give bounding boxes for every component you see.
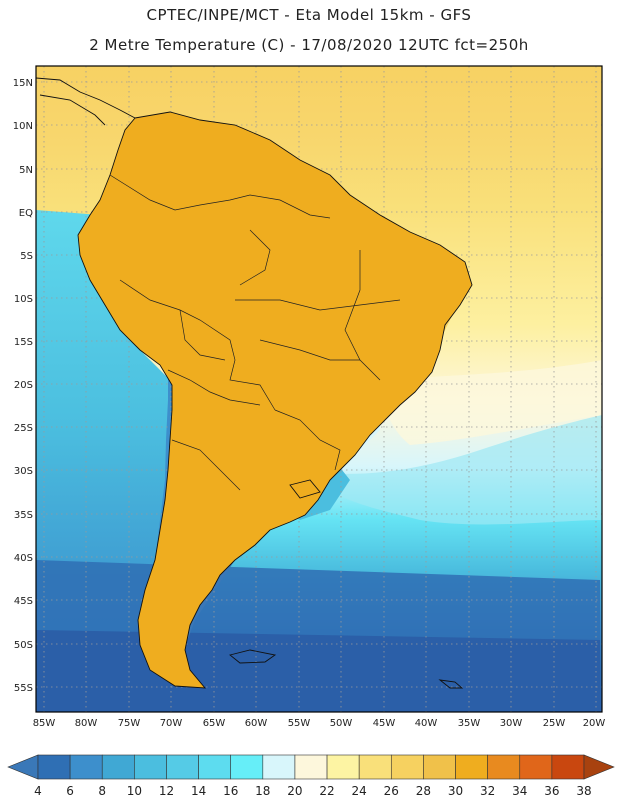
colorbar-box [166, 754, 199, 780]
lat-label: 30S [14, 466, 33, 477]
lat-label: 35S [14, 510, 33, 521]
lon-label: 65W [203, 718, 226, 729]
lat-label: 10S [14, 294, 33, 305]
lon-label: 30W [500, 718, 523, 729]
colorbar-box [294, 754, 328, 780]
colorbar-box [358, 754, 392, 780]
lon-label: 60W [245, 718, 268, 729]
pacific-field [36, 210, 175, 640]
colorbar-tick-label: 38 [576, 784, 591, 798]
lat-label: 40S [14, 553, 33, 564]
lat-label: EQ [19, 208, 33, 219]
colorbar-box [198, 754, 232, 780]
colorbar-tick-label: 24 [352, 784, 367, 798]
country-borders [109, 174, 401, 491]
lat-label: 45S [14, 596, 33, 607]
colorbar-tick-label: 6 [66, 784, 74, 798]
colorbar-box [519, 754, 553, 780]
lon-label: 35W [458, 718, 481, 729]
colorbar-tick-label: 22 [319, 784, 334, 798]
colorbar-tick-label: 28 [416, 784, 431, 798]
colorbar-box [101, 754, 135, 780]
lon-label: 45W [373, 718, 396, 729]
lon-label: 75W [118, 718, 141, 729]
lat-label: 50S [14, 640, 33, 651]
lat-label: 55S [14, 683, 33, 694]
temperature-field [36, 66, 602, 712]
colorbar-box [230, 754, 264, 780]
coastline [36, 77, 473, 689]
lat-label: 15N [13, 78, 33, 89]
colorbar-labels: 4 6 8 10 12 14 16 18 20 22 24 26 28 30 32 34 36 38 [34, 784, 591, 798]
lon-label: 70W [160, 718, 183, 729]
colorbar-box [134, 754, 167, 780]
lon-label: 50W [330, 718, 353, 729]
colorbar-tick-label: 12 [159, 784, 174, 798]
colorbar-tick-label: 10 [127, 784, 142, 798]
colorbar-box [390, 754, 424, 780]
lon-label: 80W [75, 718, 98, 729]
colorbar-tick-label: 32 [480, 784, 495, 798]
colorbar-box [37, 754, 71, 780]
colorbar-box [455, 754, 488, 780]
colorbar-box [69, 754, 103, 780]
colorbar-tick-label: 14 [191, 784, 206, 798]
colorbar-tick-label: 16 [223, 784, 238, 798]
lat-label: 10N [13, 121, 33, 132]
colorbar-box [551, 754, 585, 780]
map-frame [35, 65, 603, 713]
polar-field [36, 630, 600, 712]
lon-label: 85W [33, 718, 56, 729]
colorbar-box [326, 754, 360, 780]
sea-mild-band [380, 360, 602, 445]
latitude-axis: 15N 10N 5N EQ 5S 10S 15S 20S 25S 30S 35S… [13, 78, 33, 694]
colorbar-tick-label: 30 [448, 784, 463, 798]
longitude-axis: 85W 80W 75W 70W 65W 60W 55W 50W 45W 40W … [33, 718, 606, 729]
lon-label: 40W [415, 718, 438, 729]
colorbar-tick-label: 18 [255, 784, 270, 798]
map-title-source: CPTEC/INPE/MCT - Eta Model 15km - GFS [146, 6, 472, 24]
lat-label: 15S [14, 337, 33, 348]
colorbar-tick-label: 34 [512, 784, 527, 798]
lon-label: 55W [288, 718, 311, 729]
colorbar-box [487, 754, 521, 780]
colorbar-box [262, 754, 296, 780]
lat-label: 5N [19, 165, 33, 176]
lon-label: 25W [543, 718, 566, 729]
lon-label: 20W [583, 718, 606, 729]
colorbar-tick-label: 26 [384, 784, 399, 798]
colorbar-tick-label: 20 [287, 784, 302, 798]
colorbar-tick-label: 4 [34, 784, 42, 798]
lat-label: 5S [20, 251, 33, 262]
colorbar-box [423, 754, 456, 780]
colorbar: 4 6 8 10 12 14 16 18 20 22 24 26 28 30 32 34 36 38 [7, 754, 615, 798]
colorbar-tick-label: 8 [98, 784, 106, 798]
map-title-variable: 2 Metre Temperature (C) - 17/08/2020 12U… [89, 36, 529, 54]
colorbar-low-arrow [7, 754, 39, 780]
colorbar-high-arrow [583, 754, 615, 780]
colorbar-boxes [37, 754, 585, 780]
lat-label: 25S [14, 423, 33, 434]
colorbar-tick-label: 36 [544, 784, 559, 798]
lat-label: 20S [14, 380, 33, 391]
